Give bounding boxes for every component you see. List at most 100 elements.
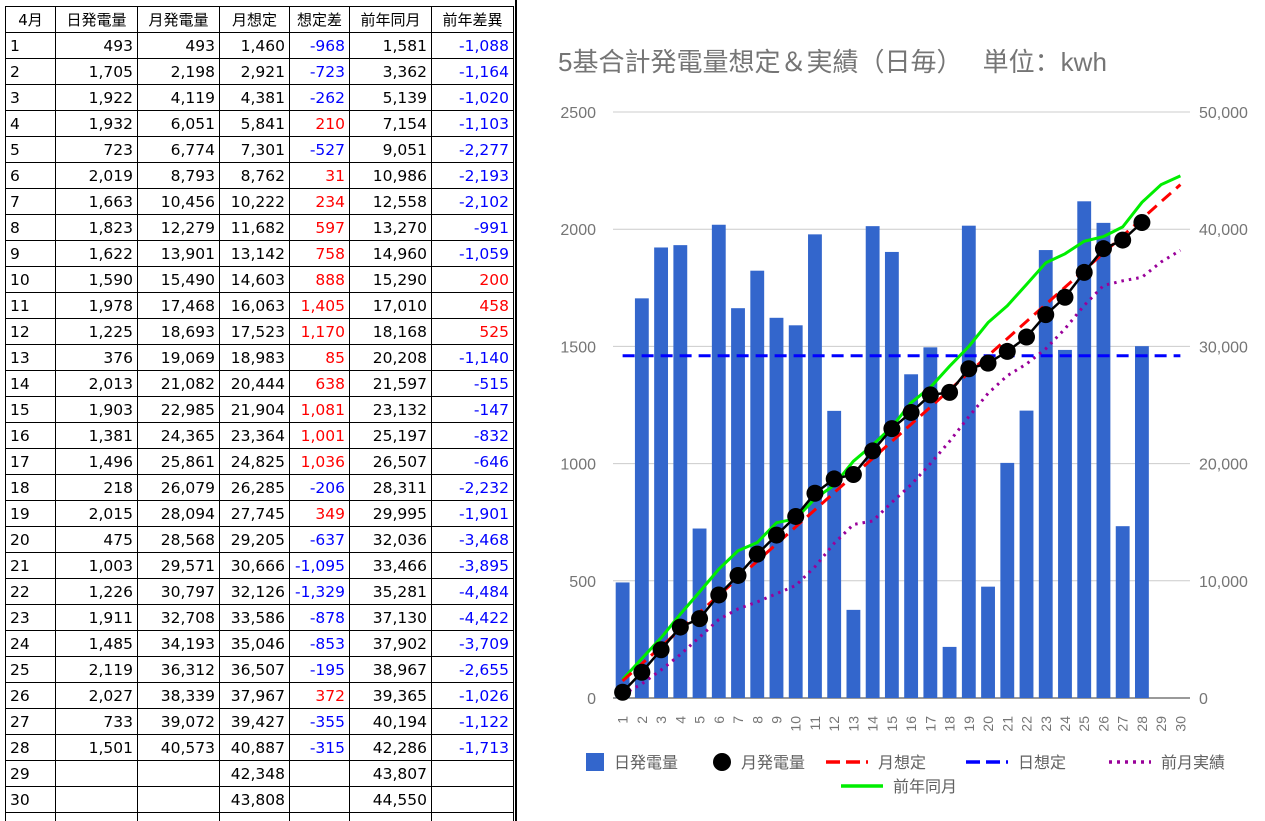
- table-cell[interactable]: 2,119: [55, 656, 138, 683]
- table-cell[interactable]: 11: [5, 292, 56, 319]
- table-cell[interactable]: 26,285: [219, 474, 290, 501]
- table-cell[interactable]: 525: [431, 318, 514, 345]
- table-cell[interactable]: 37,130: [349, 604, 432, 631]
- table-cell[interactable]: 758: [289, 240, 350, 267]
- table-cell[interactable]: 13,901: [137, 240, 220, 267]
- table-cell[interactable]: 7,154: [349, 110, 432, 137]
- table-cell[interactable]: -1,088: [431, 32, 514, 59]
- table-cell[interactable]: 43,807: [349, 760, 432, 787]
- table-cell[interactable]: 3: [5, 84, 56, 111]
- table-cell[interactable]: -527: [289, 136, 350, 163]
- table-cell[interactable]: -1,140: [431, 344, 514, 371]
- table-cell[interactable]: 1,823: [55, 214, 138, 241]
- table-cell[interactable]: 1,663: [55, 188, 138, 215]
- legend-item[interactable]: 前月実績: [1109, 754, 1225, 772]
- table-cell[interactable]: 8: [5, 214, 56, 241]
- table-cell[interactable]: 6,051: [137, 110, 220, 137]
- table-cell[interactable]: 638: [289, 370, 350, 397]
- table-cell[interactable]: 25: [5, 656, 56, 683]
- table-cell[interactable]: 21,904: [219, 396, 290, 423]
- table-cell[interactable]: 13: [5, 344, 56, 371]
- table-cell[interactable]: 28,311: [349, 474, 432, 501]
- table-cell[interactable]: -515: [431, 370, 514, 397]
- table-cell[interactable]: 33,466: [349, 552, 432, 579]
- table-cell[interactable]: 1,225: [55, 318, 138, 345]
- table-cell[interactable]: 23: [5, 604, 56, 631]
- table-cell[interactable]: 1,705: [55, 58, 138, 85]
- table-cell[interactable]: 43,808: [219, 786, 290, 813]
- table-cell[interactable]: 20: [5, 526, 56, 553]
- table-cell[interactable]: 888: [289, 266, 350, 293]
- table-cell[interactable]: 34,193: [137, 630, 220, 657]
- table-cell[interactable]: 218: [55, 474, 138, 501]
- legend-item[interactable]: 日想定: [966, 754, 1066, 772]
- table-cell[interactable]: 1,460: [219, 32, 290, 59]
- table-cell[interactable]: 1,501: [55, 734, 138, 761]
- table-cell[interactable]: 21,082: [137, 370, 220, 397]
- table-cell[interactable]: 1,911: [55, 604, 138, 631]
- table-cell[interactable]: [55, 786, 138, 813]
- table-cell[interactable]: -3,468: [431, 526, 514, 553]
- table-cell[interactable]: 37,902: [349, 630, 432, 657]
- table-cell[interactable]: 37,967: [219, 682, 290, 709]
- table-cell[interactable]: 29,205: [219, 526, 290, 553]
- table-cell[interactable]: 1,001: [289, 422, 350, 449]
- table-cell[interactable]: 38,967: [349, 656, 432, 683]
- legend-item[interactable]: 前年同月: [841, 778, 957, 796]
- table-cell[interactable]: 40,194: [349, 708, 432, 735]
- table-cell[interactable]: 19,069: [137, 344, 220, 371]
- table-cell[interactable]: 26,079: [137, 474, 220, 501]
- table-cell[interactable]: 1,381: [55, 422, 138, 449]
- table-cell[interactable]: -1,901: [431, 500, 514, 527]
- legend-item[interactable]: 日発電量: [586, 753, 678, 772]
- table-cell[interactable]: -723: [289, 58, 350, 85]
- table-cell[interactable]: 33,586: [219, 604, 290, 631]
- table-cell[interactable]: 8,793: [137, 162, 220, 189]
- table-cell[interactable]: 234: [289, 188, 350, 215]
- table-cell[interactable]: 7,301: [219, 136, 290, 163]
- column-header[interactable]: 想定差: [289, 6, 350, 33]
- table-cell[interactable]: 1,081: [289, 396, 350, 423]
- table-cell[interactable]: 458: [431, 292, 514, 319]
- table-cell[interactable]: 1,036: [289, 448, 350, 475]
- table-cell[interactable]: -3,709: [431, 630, 514, 657]
- table-cell[interactable]: 376: [55, 344, 138, 371]
- table-cell[interactable]: 25,197: [349, 422, 432, 449]
- table-cell[interactable]: 28,568: [137, 526, 220, 553]
- table-cell[interactable]: 10: [5, 266, 56, 293]
- table-cell[interactable]: 2: [5, 58, 56, 85]
- table-cell[interactable]: -1,095: [289, 552, 350, 579]
- column-header[interactable]: 月発電量: [137, 6, 220, 33]
- table-cell[interactable]: 9,051: [349, 136, 432, 163]
- table-cell[interactable]: 20,444: [219, 370, 290, 397]
- table-cell[interactable]: -262: [289, 84, 350, 111]
- table-cell[interactable]: 17,468: [137, 292, 220, 319]
- table-cell[interactable]: 27,745: [219, 500, 290, 527]
- table-cell[interactable]: 9: [5, 240, 56, 267]
- table-cell[interactable]: 200: [431, 266, 514, 293]
- table-cell[interactable]: 5,139: [349, 84, 432, 111]
- table-cell[interactable]: -968: [289, 32, 350, 59]
- table-cell[interactable]: 2,198: [137, 58, 220, 85]
- table-cell[interactable]: 27: [5, 708, 56, 735]
- table-cell[interactable]: 1,978: [55, 292, 138, 319]
- table-cell[interactable]: 19: [5, 500, 56, 527]
- table-cell[interactable]: -147: [431, 396, 514, 423]
- table-cell[interactable]: [289, 760, 350, 787]
- table-cell[interactable]: [289, 786, 350, 813]
- table-cell[interactable]: -646: [431, 448, 514, 475]
- table-cell[interactable]: -1,329: [289, 578, 350, 605]
- table-cell[interactable]: -1,122: [431, 708, 514, 735]
- table-cell[interactable]: 42,286: [349, 734, 432, 761]
- table-cell[interactable]: 14: [5, 370, 56, 397]
- table-cell[interactable]: 30,797: [137, 578, 220, 605]
- table-cell[interactable]: 18,693: [137, 318, 220, 345]
- table-cell[interactable]: 10,456: [137, 188, 220, 215]
- table-cell[interactable]: 16: [5, 422, 56, 449]
- table-cell[interactable]: 29: [5, 760, 56, 787]
- table-cell[interactable]: 29,995: [349, 500, 432, 527]
- table-cell[interactable]: 4: [5, 110, 56, 137]
- table-cell[interactable]: 2,027: [55, 682, 138, 709]
- table-cell[interactable]: 15,290: [349, 266, 432, 293]
- table-cell[interactable]: [137, 786, 220, 813]
